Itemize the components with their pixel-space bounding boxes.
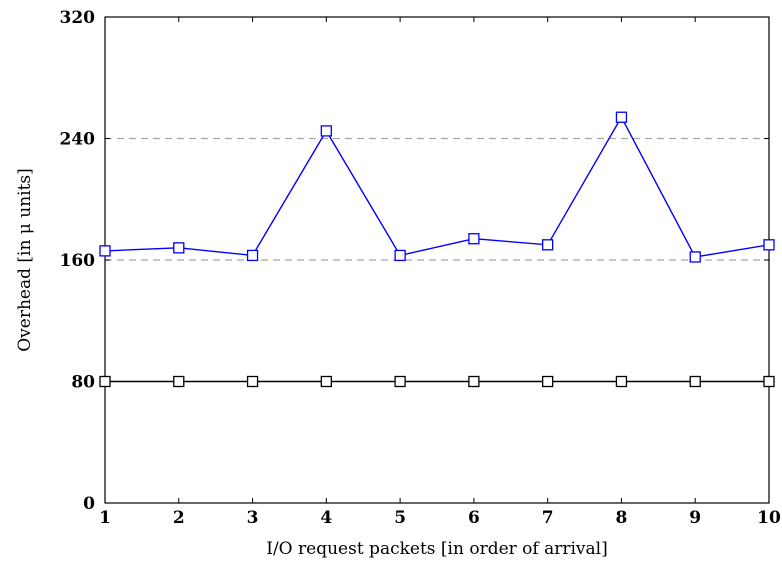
series-2-point [468, 375, 480, 388]
x-tick-label: 1 [99, 508, 111, 528]
series-1-point [246, 249, 259, 262]
series-2-point [542, 375, 554, 388]
series-1-point [615, 111, 628, 123]
x-tick-label: 2 [173, 508, 185, 528]
y-tick-label: 320 [60, 8, 96, 28]
x-tick-label: 5 [394, 508, 406, 528]
series-1-point [320, 125, 332, 137]
x-tick-label: 10 [757, 508, 781, 528]
series-1-point [468, 233, 480, 245]
x-tick-label: 7 [542, 508, 554, 528]
x-tick-label: 3 [247, 508, 259, 528]
x-tick-label: 9 [689, 508, 701, 528]
x-tick-label: 8 [616, 508, 628, 528]
series-1-point [763, 239, 775, 251]
series-2-point [99, 375, 111, 388]
series-1-point [542, 239, 554, 251]
y-tick-label: 160 [60, 251, 96, 271]
series-2-point [246, 375, 259, 388]
x-tick-label: 4 [320, 508, 332, 528]
series-1-point [99, 245, 111, 257]
y-tick-label: 0 [83, 494, 95, 514]
series-2-point [763, 375, 775, 388]
grid-lines [105, 137, 769, 261]
series-1-point [173, 242, 185, 254]
series-2-point [320, 375, 332, 388]
series-1-point [394, 249, 406, 262]
axis-ticks: 1 2 3 4 5 6 7 8 9 10 0 80 160 240 320 [60, 8, 781, 528]
x-axis-label: I/O request packets [in order of arrival… [266, 539, 608, 559]
series-2-point [394, 375, 406, 388]
y-tick-label: 240 [60, 130, 96, 150]
series-2-point [615, 375, 628, 388]
y-tick-label: 80 [71, 373, 95, 393]
series-layer [99, 111, 775, 388]
series-2-point [173, 375, 185, 388]
y-axis-label: Overhead [in μ units] [15, 168, 35, 352]
series-2-point [689, 375, 701, 388]
series-1-point [689, 251, 701, 263]
x-tick-label: 6 [468, 508, 480, 528]
series-line-1 [104, 115, 770, 258]
